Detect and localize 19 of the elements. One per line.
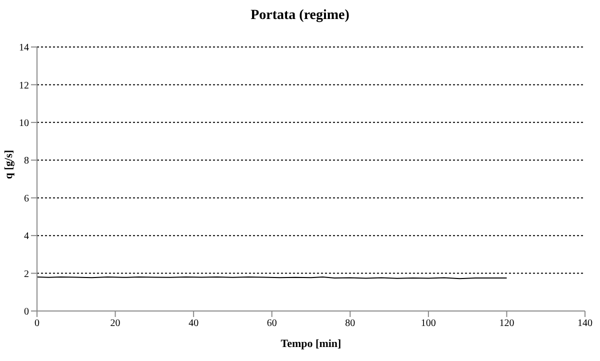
y-tick-label: 12 xyxy=(19,80,29,92)
x-tick-label: 80 xyxy=(345,318,356,330)
y-tick-label: 4 xyxy=(24,231,29,242)
x-tick-label: 40 xyxy=(188,318,199,330)
y-tick-label: 10 xyxy=(19,118,29,129)
x-tick-label: 140 xyxy=(578,318,592,330)
x-axis-title: Tempo [min] xyxy=(280,338,342,350)
y-tick-label: 6 xyxy=(24,193,29,204)
x-tick-label: 20 xyxy=(110,318,120,330)
y-tick-label: 14 xyxy=(19,42,29,54)
x-tick-label: 0 xyxy=(34,318,40,330)
y-axis-title: q [g/s] xyxy=(2,150,15,179)
y-tick-label: 8 xyxy=(24,156,29,167)
x-tick-label: 60 xyxy=(266,318,277,330)
x-tick-label: 120 xyxy=(499,318,514,330)
x-tick-label: 100 xyxy=(420,318,436,330)
y-tick-label: 0 xyxy=(24,306,29,318)
chart-title: Portata (regime) xyxy=(250,8,350,24)
y-tick-label: 2 xyxy=(24,268,29,280)
